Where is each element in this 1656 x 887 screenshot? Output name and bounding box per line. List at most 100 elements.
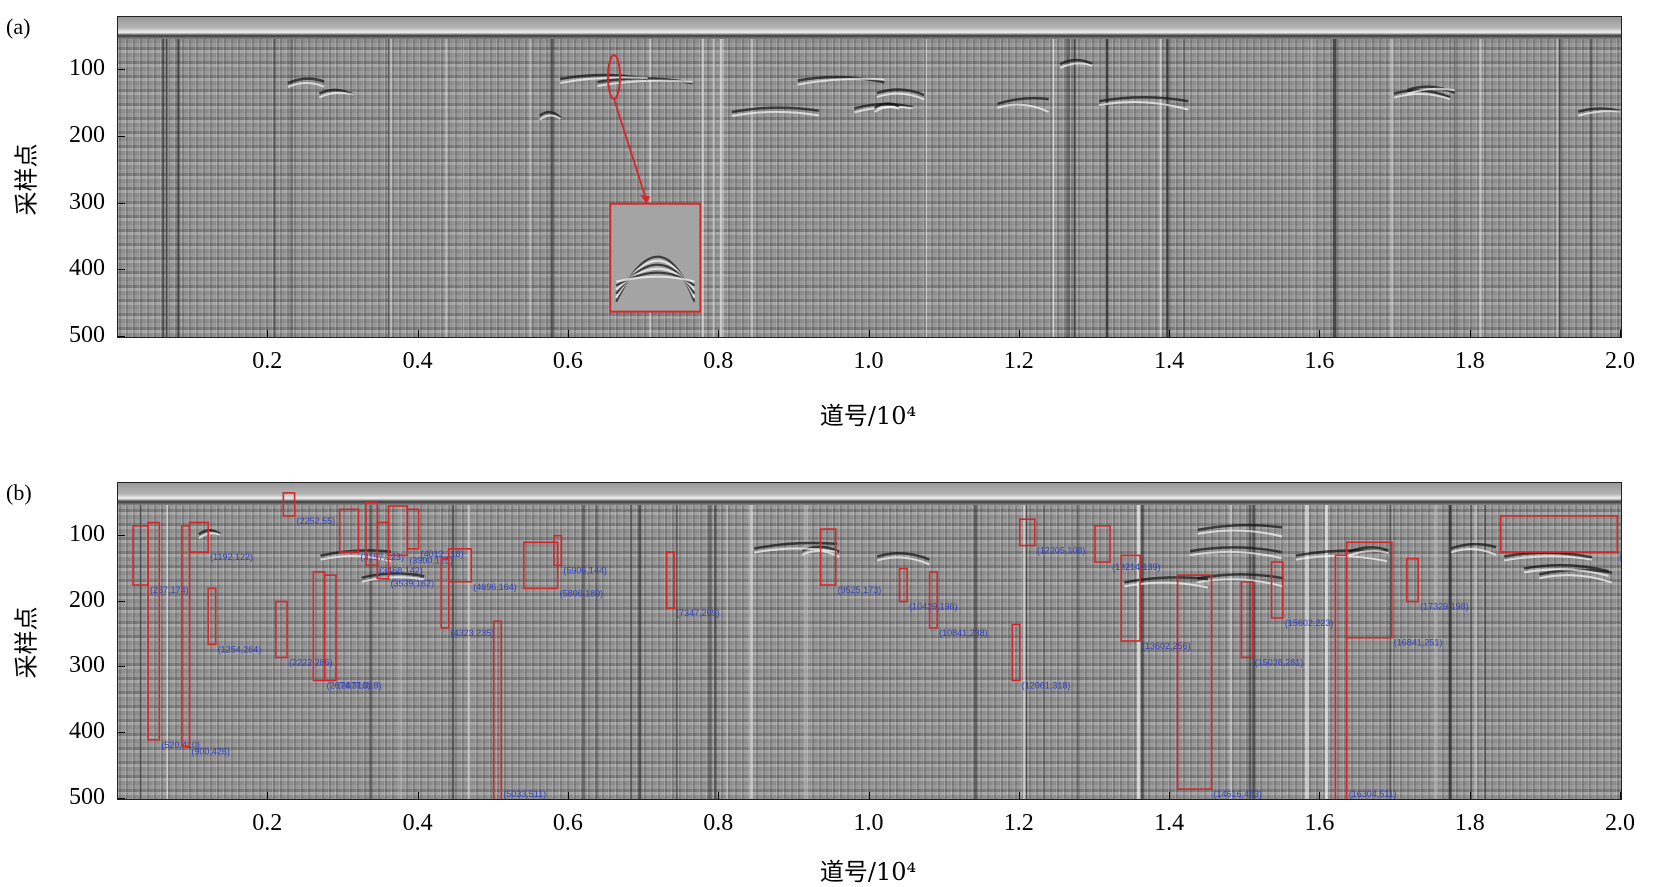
detection-label: (2877,318) [338, 681, 382, 691]
reflection-streak [320, 555, 392, 563]
vertical-trace-streak [1389, 39, 1394, 337]
detection-label: (10841,238) [939, 628, 988, 638]
x-tick-label: 1.0 [853, 810, 884, 836]
detection-label: (520,410) [161, 740, 200, 750]
x-tick-mark [1620, 330, 1621, 337]
vertical-trace-streak [162, 39, 165, 337]
detection-box [181, 524, 191, 748]
x-tick-mark [718, 330, 720, 337]
detection-box [323, 574, 337, 682]
vertical-trace-streak [1324, 505, 1328, 799]
reflection-streak [1098, 101, 1189, 111]
reflection-streak [731, 110, 819, 117]
vertical-trace-streak [529, 39, 531, 337]
detection-box [523, 541, 559, 590]
reflection-streak [1197, 523, 1283, 532]
reflection-streak [1450, 542, 1497, 550]
reflection-streak [1197, 573, 1285, 580]
vertical-trace-streak [1105, 39, 1109, 337]
vertical-trace-streak [1140, 505, 1145, 799]
detection-label: (237,174) [150, 585, 189, 595]
detection-label: (2674,316) [327, 681, 371, 691]
detection-label: (9525,173) [838, 585, 882, 595]
vertical-trace-streak [714, 505, 717, 799]
detection-box [1120, 554, 1141, 642]
detection-label: (1254,264) [218, 644, 262, 654]
detection-label: (2222,286) [289, 657, 333, 667]
reflection-streak [560, 76, 648, 84]
detection-label: (2252,55) [297, 516, 336, 526]
reflection-streak [1059, 62, 1093, 69]
x-tick-label: 0.6 [552, 348, 583, 374]
x-tick-label: 0.4 [402, 810, 433, 836]
detection-label: (12205,108) [1037, 546, 1086, 556]
reflection-streak [1523, 563, 1610, 573]
y-tick-mark [118, 600, 125, 602]
vertical-trace-streak [1248, 505, 1252, 799]
vertical-trace-streak [638, 505, 642, 799]
detection-label: (1192,122) [210, 552, 253, 562]
vertical-trace-streak [726, 505, 728, 799]
vertical-trace-streak [1454, 39, 1456, 337]
detection-label: (3900,125) [409, 555, 453, 565]
x-tick-label: 2.0 [1605, 348, 1635, 374]
y-tick-mark [118, 269, 125, 271]
x-tick-mark [417, 330, 419, 337]
x-tick-label: 1.4 [1154, 348, 1185, 374]
reflection-streak [876, 552, 930, 561]
vertical-trace-streak [1025, 505, 1028, 799]
reflection-streak [318, 91, 355, 99]
vertical-trace-streak [1304, 505, 1309, 799]
vertical-trace-streak [399, 505, 402, 799]
reflection-streak [1124, 581, 1209, 589]
detection-box [1499, 515, 1619, 553]
chart-svg-b: (237,174) (520,410)(900,426) (1192,122) (12… [132, 492, 1621, 799]
reflection-streak [731, 106, 819, 114]
y-tick-mark [118, 202, 125, 204]
y-tick-mark [118, 69, 125, 71]
vertical-trace-streak [177, 39, 180, 337]
panel-a: (a) 0.2 0.4 0.6 0.8 1.0 1.2 1.4 1.6 1.8 2.0 100 200… [0, 0, 1656, 430]
reflection-streak [1393, 93, 1451, 100]
y-tick-mark [118, 798, 125, 799]
y-tick-label: 500 [69, 784, 105, 810]
detection-box [1011, 623, 1021, 682]
reflection-streak [538, 110, 562, 119]
detection-box [406, 508, 420, 550]
vertical-trace-streak [1066, 39, 1070, 337]
y-tick-label: 100 [69, 520, 105, 547]
y-tick-label: 200 [69, 122, 105, 148]
detection-label: (4012,118) [421, 549, 464, 559]
reflection-streak [754, 547, 838, 554]
x-tick-mark [567, 792, 569, 799]
vertical-trace-streak [1474, 505, 1477, 799]
vertical-trace-streak [1470, 505, 1472, 799]
vertical-trace-streak [701, 39, 704, 337]
vertical-trace-streak [1183, 39, 1185, 337]
reflection-streak [1197, 529, 1283, 538]
reflection-streak [320, 549, 392, 557]
x-tick-mark [267, 792, 269, 799]
x-tick-label: 1.6 [1304, 348, 1335, 374]
detection-box [665, 551, 675, 609]
vertical-trace-streak [1022, 505, 1026, 799]
vertical-trace-streak [595, 505, 599, 799]
detection-box [1240, 580, 1254, 659]
callout-arrow [613, 98, 648, 200]
vertical-trace-streak [649, 39, 652, 337]
surface-band [118, 17, 1621, 39]
reflection-streak [873, 105, 900, 113]
x-tick-label: 1.2 [1003, 348, 1034, 374]
vertical-trace-streak [676, 505, 678, 799]
vertical-trace-streak [451, 505, 455, 799]
vertical-trace-streak [1389, 505, 1392, 799]
detection-box [1176, 574, 1213, 790]
detection-box [928, 571, 938, 629]
reflection-streak [876, 556, 930, 566]
vertical-trace-streak [467, 505, 471, 799]
reflection-streak [797, 75, 885, 84]
vertical-trace-streak [749, 505, 753, 799]
vertical-trace-streak [804, 505, 809, 799]
vertical-trace-streak [719, 39, 724, 337]
